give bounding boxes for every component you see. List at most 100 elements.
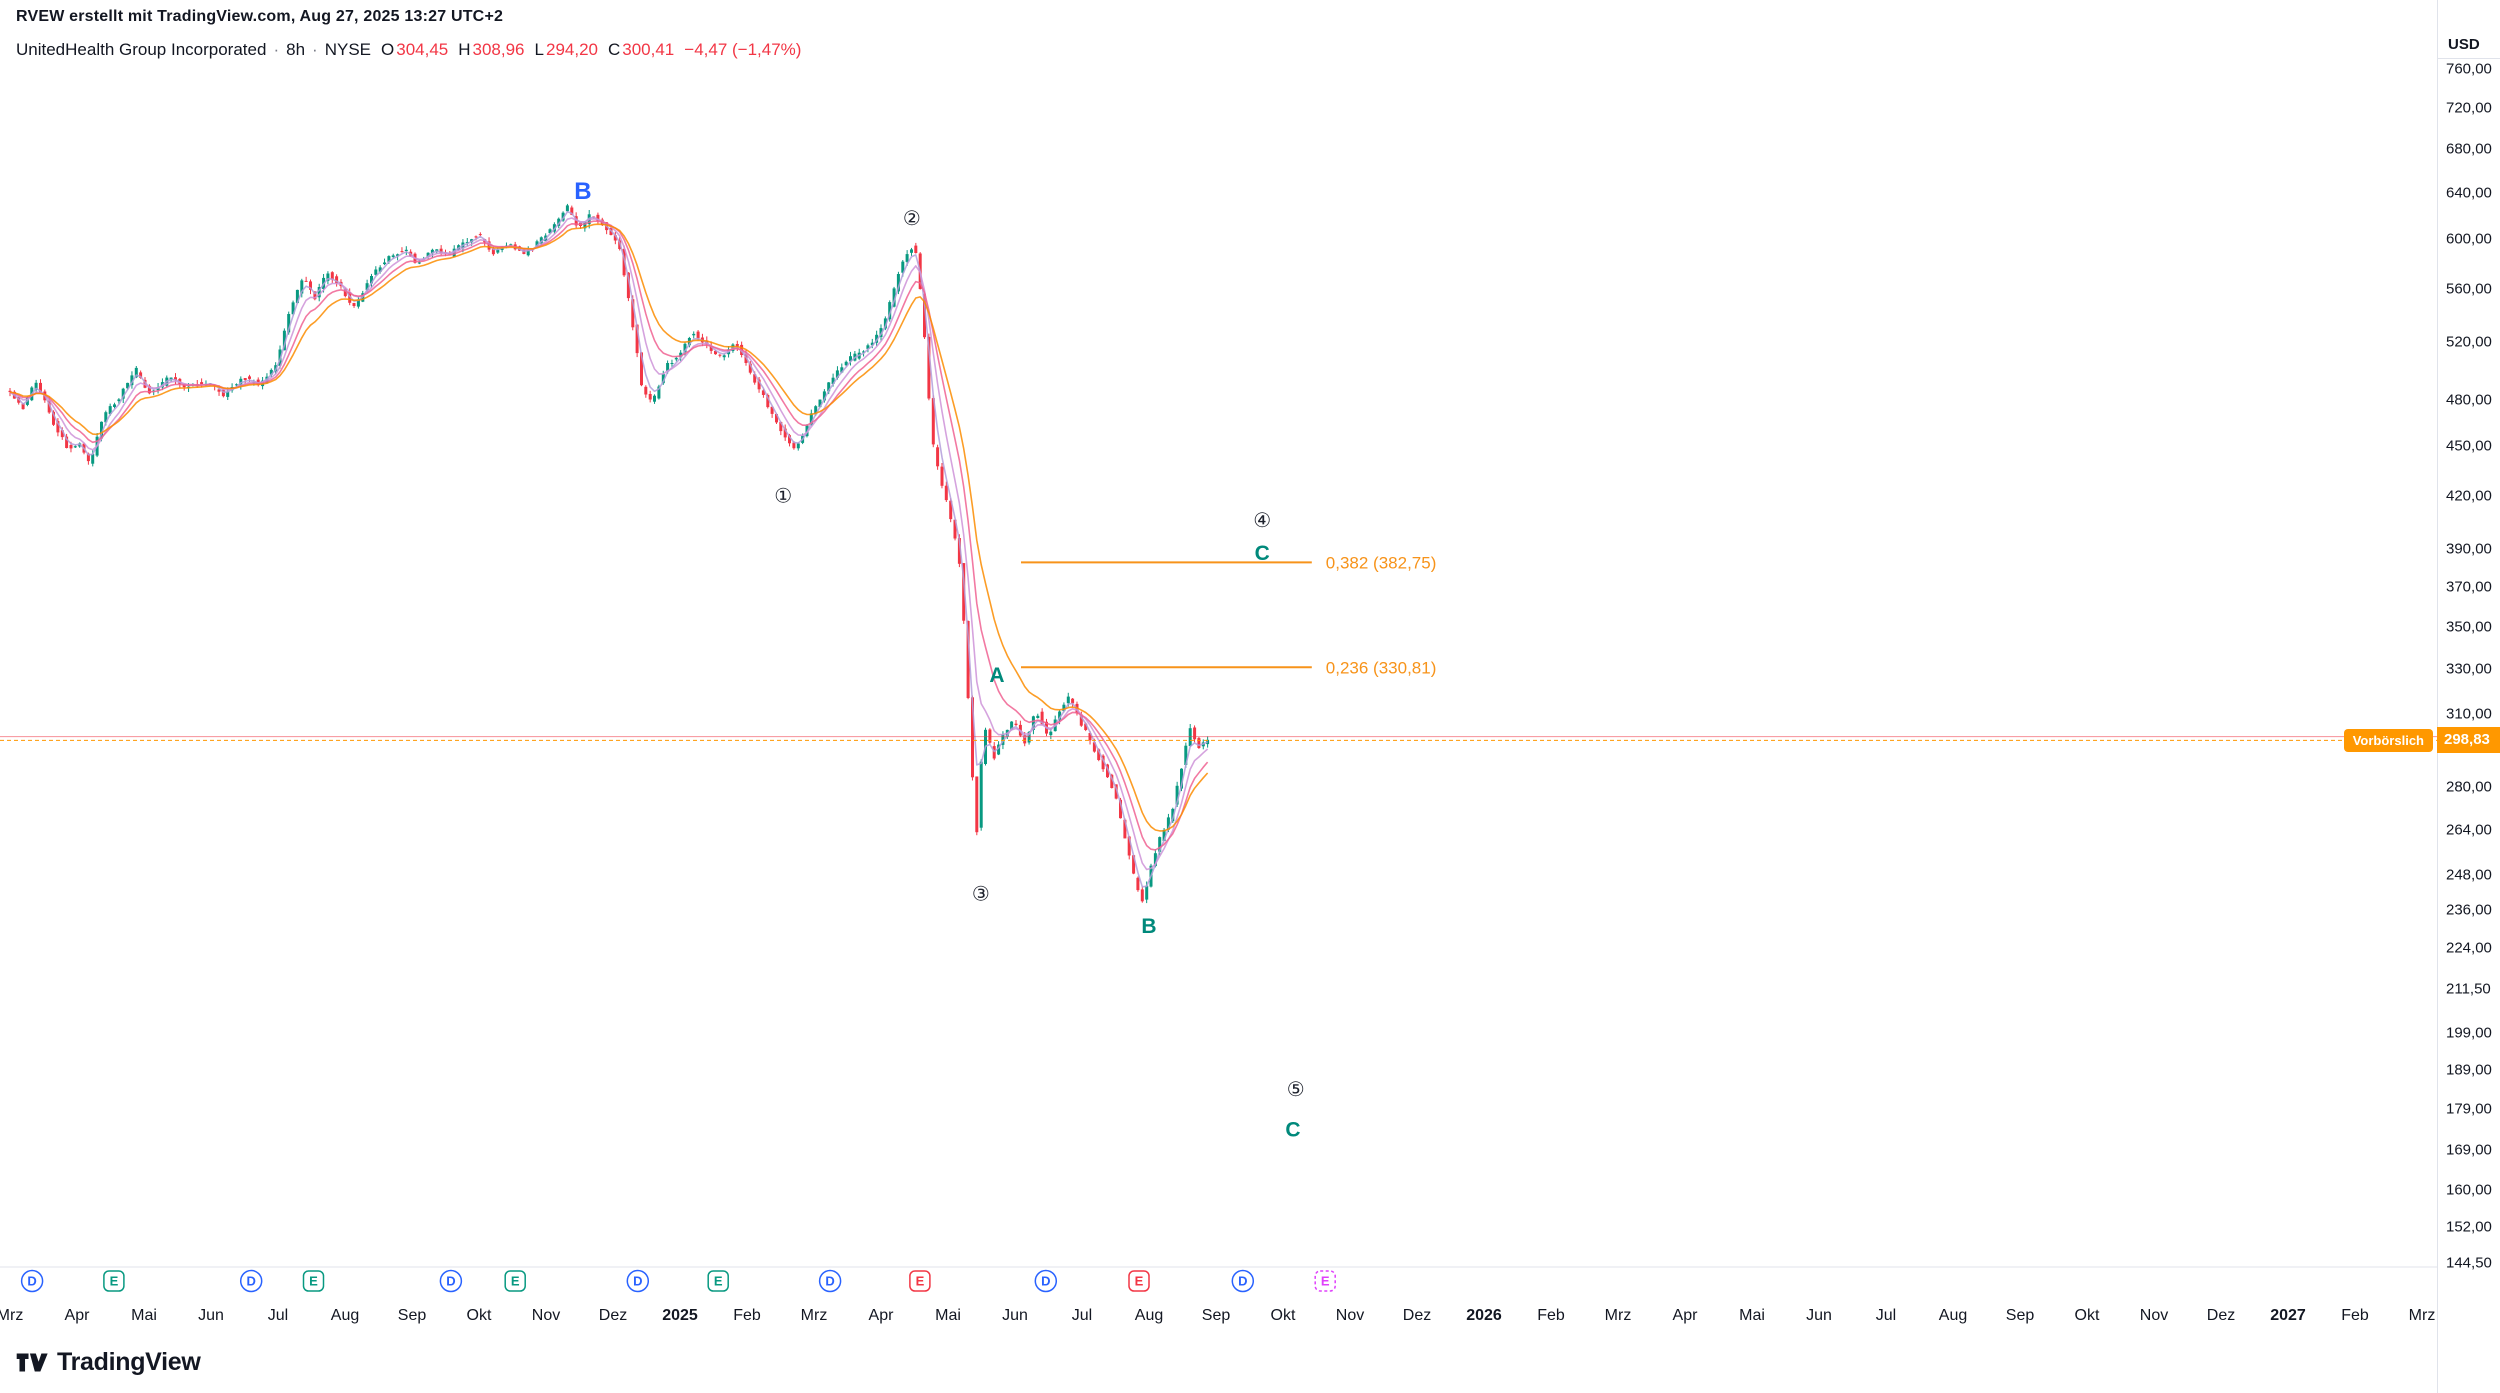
time-axis-label: Okt xyxy=(1271,1307,1296,1324)
fib-label-0,236[interactable]: 0,236 (330,81) xyxy=(1326,658,1437,677)
event-marker-letter: E xyxy=(714,1274,723,1289)
earnings-marker[interactable] xyxy=(504,1270,526,1292)
time-axis-label: Feb xyxy=(2341,1307,2369,1324)
tradingview-logo-icon xyxy=(16,1353,48,1372)
time-axis-label: Nov xyxy=(1336,1307,1364,1324)
earnings-marker[interactable] xyxy=(707,1270,729,1292)
time-axis-label: Mrz xyxy=(2409,1307,2436,1324)
event-marker-letter: D xyxy=(1238,1274,1247,1289)
time-axis-label: Apr xyxy=(65,1307,91,1324)
dividend-marker[interactable] xyxy=(20,1269,44,1293)
event-marker-letter: D xyxy=(633,1274,642,1289)
time-axis-label: Aug xyxy=(1135,1307,1163,1324)
currency-label: USD xyxy=(2448,36,2480,53)
time-axis-label: Mai xyxy=(935,1307,961,1324)
event-marker-letter: D xyxy=(825,1274,834,1289)
price-axis-tick: 680,00 xyxy=(2446,140,2492,158)
price-axis-tick: 390,00 xyxy=(2446,540,2492,558)
time-axis-label: Aug xyxy=(1939,1307,1967,1324)
time-axis-label: Mrz xyxy=(1605,1307,1632,1324)
wave-label-C[interactable]: C xyxy=(1285,1119,1300,1142)
tradingview-logo[interactable]: TradingView xyxy=(16,1348,201,1377)
wave-label-①[interactable]: ① xyxy=(774,486,792,508)
time-axis-label: Mai xyxy=(1739,1307,1765,1324)
price-axis-tick: 420,00 xyxy=(2446,487,2492,505)
price-axis-tick: 560,00 xyxy=(2446,280,2492,298)
dividend-marker[interactable] xyxy=(1231,1269,1255,1293)
wave-label-A[interactable]: A xyxy=(989,664,1004,687)
change-value: −4,47 (−1,47%) xyxy=(684,40,802,59)
price-axis-tick: 450,00 xyxy=(2446,437,2492,455)
time-axis-label: Mai xyxy=(131,1307,157,1324)
wave-label-⑤[interactable]: ⑤ xyxy=(1287,1079,1305,1101)
premarket-price-badge: 298,83 xyxy=(2437,727,2500,754)
price-axis-tick: 199,00 xyxy=(2446,1024,2492,1042)
exchange-label[interactable]: NYSE xyxy=(324,40,371,59)
time-axis-label: Dez xyxy=(1403,1307,1431,1324)
wave-label-④[interactable]: ④ xyxy=(1253,510,1271,532)
time-axis-label: Dez xyxy=(599,1307,627,1324)
dividend-marker[interactable] xyxy=(239,1269,263,1293)
time-axis-label: Nov xyxy=(532,1307,560,1324)
price-axis-tick: 236,00 xyxy=(2446,901,2492,919)
dividend-marker[interactable] xyxy=(818,1269,842,1293)
earnings-marker[interactable] xyxy=(103,1270,125,1292)
event-marker-letter: E xyxy=(916,1274,925,1289)
time-axis-label: Jul xyxy=(1876,1307,1896,1324)
ma-line-10 xyxy=(9,220,1209,851)
chart-attribution: RVEW erstellt mit TradingView.com, Aug 2… xyxy=(16,8,504,25)
time-axis-label: Apr xyxy=(1673,1307,1699,1324)
time-axis-label: 2025 xyxy=(662,1307,698,1324)
price-axis-tick: 600,00 xyxy=(2446,230,2492,248)
ma-line-15 xyxy=(9,223,1209,832)
high-label: H xyxy=(458,40,471,59)
dividend-marker[interactable] xyxy=(439,1269,463,1293)
time-axis-label: Sep xyxy=(1202,1307,1231,1324)
time-axis-label: Jul xyxy=(1072,1307,1092,1324)
wave-label-C[interactable]: C xyxy=(1255,542,1270,565)
close-label: C xyxy=(607,40,621,59)
high-value: 308,96 xyxy=(472,40,525,59)
time-axis-label: 2027 xyxy=(2270,1307,2306,1324)
earnings-marker[interactable] xyxy=(302,1270,325,1292)
price-axis-tick: 144,50 xyxy=(2446,1254,2492,1272)
time-axis-label: Okt xyxy=(2075,1307,2100,1324)
time-axis-label: Jul xyxy=(268,1307,288,1324)
time-axis-label: 2026 xyxy=(1466,1307,1502,1324)
wave-label-B[interactable]: B xyxy=(1141,915,1156,938)
interval-label[interactable]: 8h xyxy=(286,40,306,59)
earnings-marker[interactable] xyxy=(1314,1270,1336,1292)
price-axis-tick: 350,00 xyxy=(2446,618,2492,636)
price-axis-tick: 720,00 xyxy=(2446,99,2492,117)
event-marker-letter: D xyxy=(1041,1274,1050,1289)
price-axis-tick: 189,00 xyxy=(2446,1061,2492,1079)
price-axis-tick: 640,00 xyxy=(2446,184,2492,202)
wave-label-B[interactable]: B xyxy=(574,178,591,205)
time-axis-label: Sep xyxy=(2006,1307,2035,1324)
event-marker-letter: E xyxy=(309,1274,318,1289)
wave-label-②[interactable]: ② xyxy=(903,208,921,230)
price-axis[interactable]: USD 760,00 720,00 680,00 640,00 600,00 560,00… xyxy=(2437,0,2500,1393)
time-axis-label: Apr xyxy=(869,1307,895,1324)
symbol-title[interactable]: UnitedHealth Group Incorporated xyxy=(16,40,267,59)
event-marker-letter: E xyxy=(110,1274,119,1289)
time-axis-label: Jun xyxy=(1002,1307,1028,1324)
time-axis-label: Okt xyxy=(467,1307,492,1324)
dividend-marker[interactable] xyxy=(1034,1269,1058,1293)
time-axis-label: Feb xyxy=(733,1307,761,1324)
open-value: 304,45 xyxy=(396,40,449,59)
earnings-marker[interactable] xyxy=(909,1270,931,1292)
wave-label-③[interactable]: ③ xyxy=(972,884,990,906)
price-axis-tick: 280,00 xyxy=(2446,778,2492,796)
fib-label-0,382[interactable]: 0,382 (382,75) xyxy=(1326,553,1437,572)
price-axis-separator xyxy=(2438,58,2500,59)
dividend-marker[interactable] xyxy=(626,1269,650,1293)
earnings-marker[interactable] xyxy=(1128,1270,1150,1292)
price-axis-tick: 179,00 xyxy=(2446,1100,2492,1118)
price-axis-tick: 169,00 xyxy=(2446,1141,2492,1159)
event-marker-letter: D xyxy=(27,1274,36,1289)
time-axis-label: Jun xyxy=(198,1307,224,1324)
price-axis-tick: 330,00 xyxy=(2446,660,2492,678)
